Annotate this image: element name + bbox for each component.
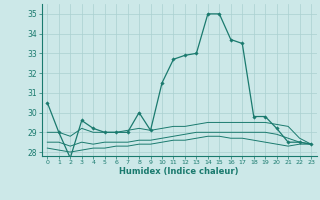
X-axis label: Humidex (Indice chaleur): Humidex (Indice chaleur): [119, 167, 239, 176]
